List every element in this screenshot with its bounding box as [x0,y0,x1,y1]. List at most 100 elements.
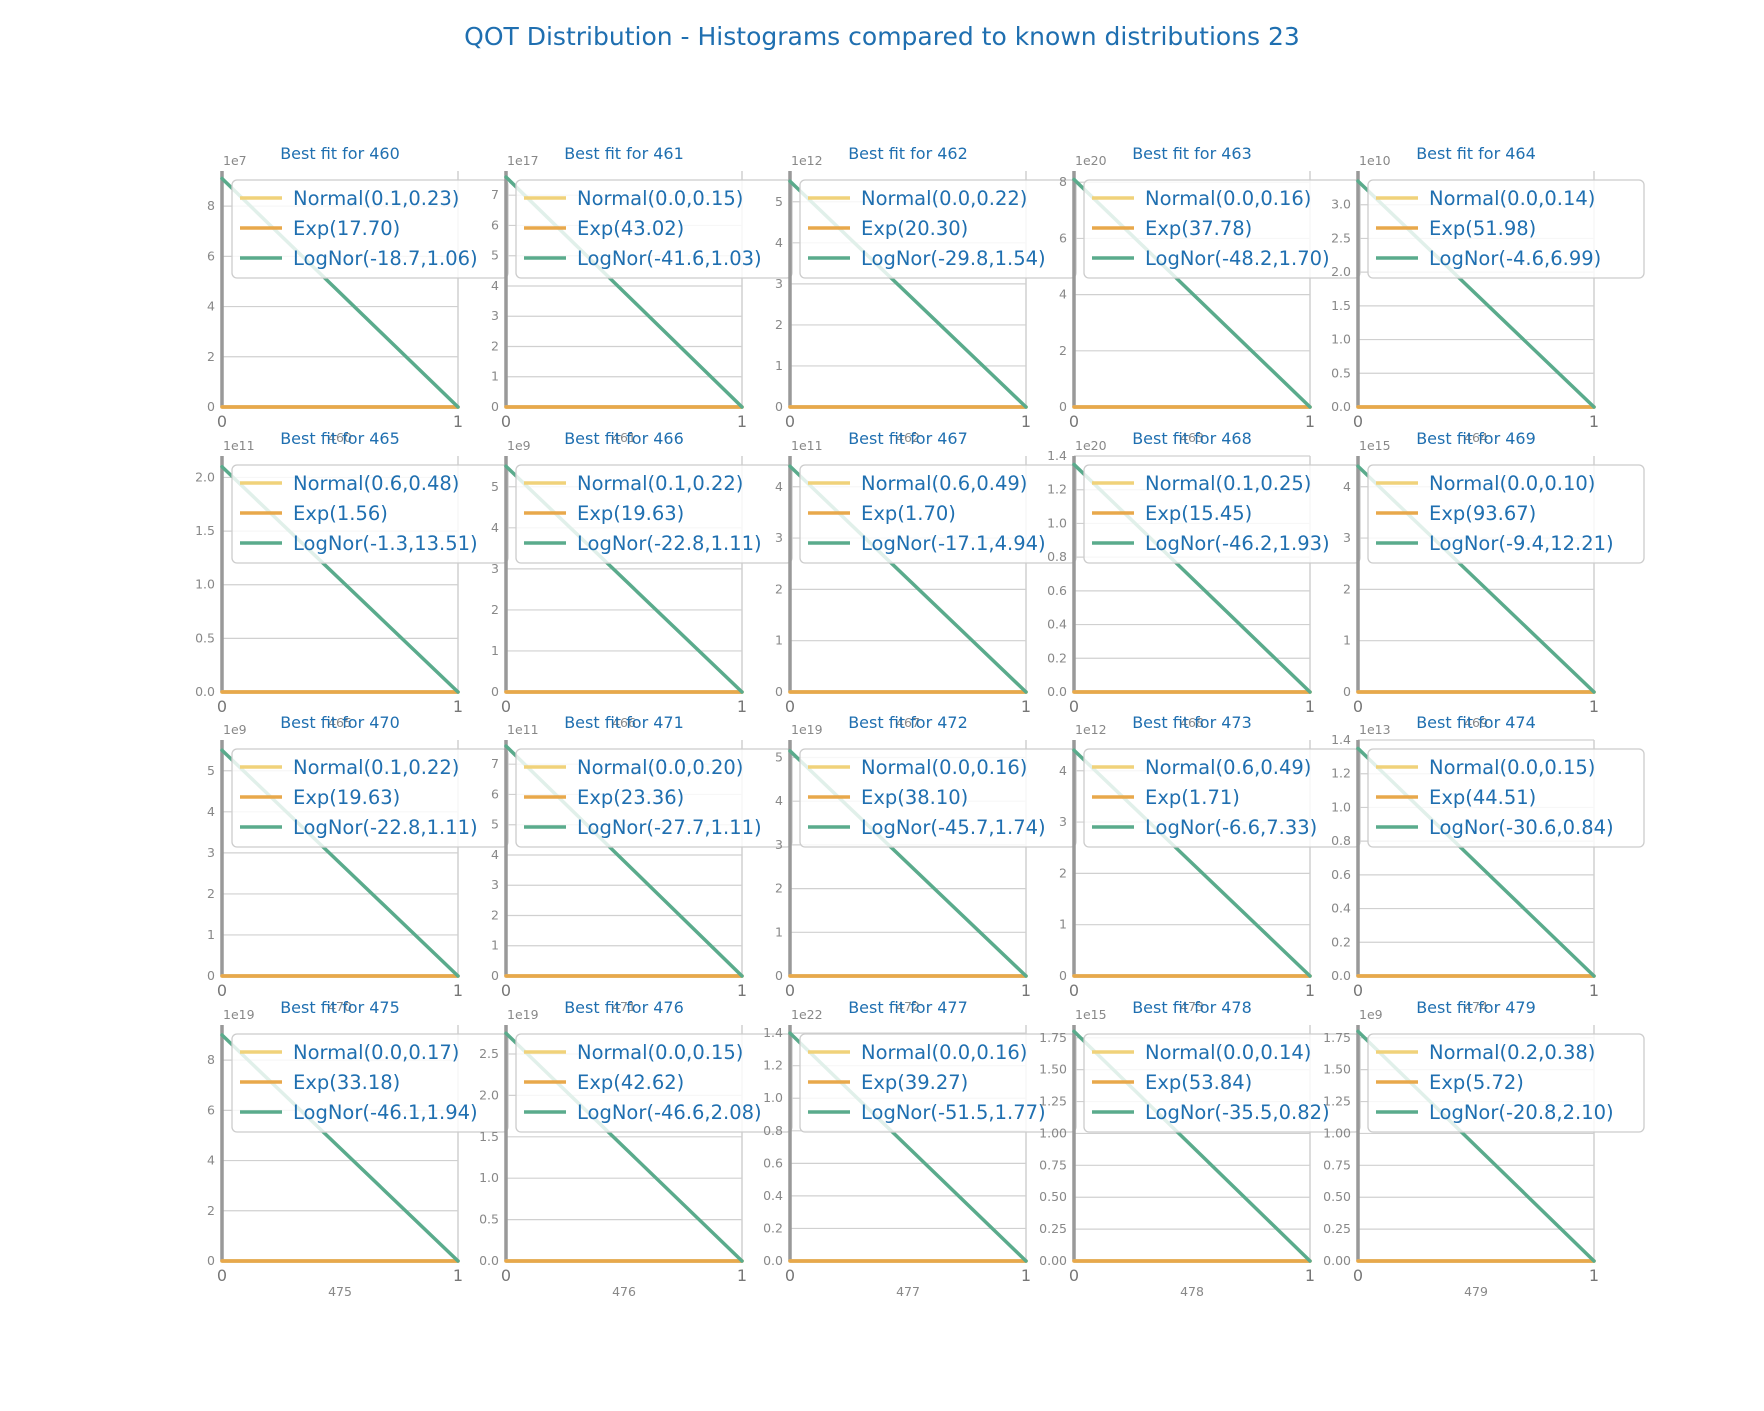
subplot-1-ytick-label: 3 [491,308,499,323]
subplot-19-ytick-label: 1.00 [1323,1125,1351,1140]
subplot-14-legend-label-2: LogNor(-30.6,0.84) [1429,816,1614,839]
subplot-17-legend-label-2: LogNor(-51.5,1.77) [861,1101,1046,1124]
subplot-7-legend-label-1: Exp(1.70) [861,502,956,525]
subplot-18-xtick-label: 0 [1069,1266,1079,1285]
subplot-2-xlabel: 462 [896,430,920,445]
subplot-8-legend-label-1: Exp(15.45) [1145,502,1252,525]
subplot-15-legend-label-2: LogNor(-46.1,1.94) [293,1101,478,1124]
subplot-11-y-multiplier: 1e11 [507,722,539,737]
subplot-15-xtick-label: 0 [217,1266,227,1285]
subplot-2-title: Best fit for 462 [848,144,968,163]
subplot-5-xtick-label: 1 [453,697,463,716]
subplot-0-ytick-label: 0 [207,399,215,414]
subplot-13-y-multiplier: 1e12 [1075,722,1107,737]
subplot-11-legend-box [515,748,793,848]
subplot-17-ytick-label: 1.2 [763,1058,783,1073]
subplot-2-ytick-label: 4 [775,235,783,250]
subplot-15-legend-box [231,1033,509,1133]
subplot-15-ytick-label: 0 [207,1253,215,1268]
subplot-5-title: Best fit for 465 [280,429,400,448]
subplot-0-xtick-label: 0 [217,412,227,431]
subplot-12-xtick-label: 0 [785,981,795,1000]
subplot-11-legend-label-2: LogNor(-27.7,1.11) [577,816,762,839]
subplot-9-ytick-label: 1 [1343,633,1351,648]
subplot-19-ytick-label: 1.75 [1323,1030,1351,1045]
subplot-13-ytick-label: 4 [1059,763,1067,778]
subplot-13-ytick-label: 2 [1059,865,1067,880]
subplot-11-ytick-label: 3 [491,877,499,892]
subplot-7-ytick-label: 1 [775,633,783,648]
subplot-13-legend-label-1: Exp(1.71) [1145,786,1240,809]
subplot-14-ytick-label: 0.2 [1331,934,1351,949]
subplot-3-ytick-label: 0 [1059,399,1067,414]
subplot-14-y-multiplier: 1e13 [1359,722,1391,737]
subplot-15-legend-label-0: Normal(0.0,0.17) [293,1041,459,1064]
subplot-4-xtick-label: 1 [1589,412,1599,431]
subplot-17-legend-label-0: Normal(0.0,0.16) [861,1041,1027,1064]
subplot-16-xtick-label: 1 [737,1266,747,1285]
subplot-13-ytick-label: 3 [1059,814,1067,829]
subplot-2-legend-label-2: LogNor(-29.8,1.54) [861,247,1046,270]
subplot-9-legend-label-1: Exp(93.67) [1429,502,1536,525]
subplot-7-legend-label-0: Normal(0.6,0.49) [861,472,1027,495]
subplot-9-ytick-label: 4 [1343,479,1351,494]
subplot-6-legend-label-0: Normal(0.1,0.22) [577,472,743,495]
subplot-6-ytick-label: 3 [491,561,499,576]
subplot-10-legend-label-2: LogNor(-22.8,1.11) [293,816,478,839]
subplot-17-legend-label-1: Exp(39.27) [861,1071,968,1094]
subplot-8-xtick-label: 0 [1069,697,1079,716]
subplot-13-xtick-label: 0 [1069,981,1079,1000]
subplot-6-y-multiplier: 1e9 [507,438,531,453]
subplot-1-ytick-label: 2 [491,338,499,353]
subplot-2-xtick-label: 0 [785,412,795,431]
subplot-4-xtick-label: 0 [1353,412,1363,431]
subplot-14-ytick-label: 0.6 [1331,867,1351,882]
subplot-6-ytick-label: 2 [491,602,499,617]
subplot-14-legend-box [1367,748,1645,848]
subplot-3-xtick-label: 0 [1069,412,1079,431]
subplot-16-ytick-label: 1.0 [479,1170,499,1185]
subplot-15-ytick-label: 2 [207,1203,215,1218]
subplot-4-xlabel: 464 [1464,430,1488,445]
subplot-14-xtick-label: 0 [1353,981,1363,1000]
subplot-4-ytick-label: 3.0 [1331,197,1351,212]
subplot-7-ytick-label: 0 [775,684,783,699]
subplot-3-ytick-label: 4 [1059,287,1067,302]
subplot-14-xtick-label: 1 [1589,981,1599,1000]
subplot-19-legend-label-0: Normal(0.2,0.38) [1429,1041,1595,1064]
subplot-14-ytick-label: 0.0 [1331,968,1351,983]
subplot-2-legend-box [799,179,1077,279]
subplot-1-ytick-label: 1 [491,369,499,384]
subplot-17-ytick-label: 1.0 [763,1090,783,1105]
subplot-8-ytick-label: 1.4 [1047,448,1067,463]
subplot-8-legend-label-2: LogNor(-46.2,1.93) [1145,532,1330,555]
subplot-12-legend-label-2: LogNor(-45.7,1.74) [861,816,1046,839]
subplot-17-ytick-label: 1.4 [763,1025,783,1040]
subplot-0-ytick-label: 6 [207,248,215,263]
subplot-17-ytick-label: 0.4 [763,1188,783,1203]
subplot-9-ytick-label: 2 [1343,581,1351,596]
subplot-1-legend-label-1: Exp(43.02) [577,217,684,240]
subplot-6-title: Best fit for 466 [564,429,684,448]
subplot-0-xlabel: 460 [328,430,352,445]
subplot-9-xtick-label: 0 [1353,697,1363,716]
subplot-11-xtick-label: 0 [501,981,511,1000]
subplot-16-legend-label-1: Exp(42.62) [577,1071,684,1094]
subplot-18-ytick-label: 0.50 [1039,1189,1067,1204]
subplot-15-y-multiplier: 1e19 [223,1007,255,1022]
subplot-1-xlabel: 461 [612,430,636,445]
subplot-17-ytick-label: 0.8 [763,1123,783,1138]
subplot-10-legend-label-0: Normal(0.1,0.22) [293,756,459,779]
subplot-18-ytick-label: 1.00 [1039,1125,1067,1140]
subplot-14-ytick-label: 1.4 [1331,732,1351,747]
subplot-18-xtick-label: 1 [1305,1266,1315,1285]
subplot-17-ytick-label: 0.6 [763,1155,783,1170]
subplot-19-ytick-label: 0.00 [1323,1253,1351,1268]
subplot-8-ytick-label: 1.0 [1047,515,1067,530]
subplot-18-legend-box [1083,1033,1361,1133]
subplot-6-ytick-label: 4 [491,520,499,535]
subplot-12-legend-label-0: Normal(0.0,0.16) [861,756,1027,779]
subplot-15-xlabel: 475 [328,1284,352,1299]
subplot-9-ytick-label: 0 [1343,684,1351,699]
subplot-11-title: Best fit for 471 [564,713,684,732]
